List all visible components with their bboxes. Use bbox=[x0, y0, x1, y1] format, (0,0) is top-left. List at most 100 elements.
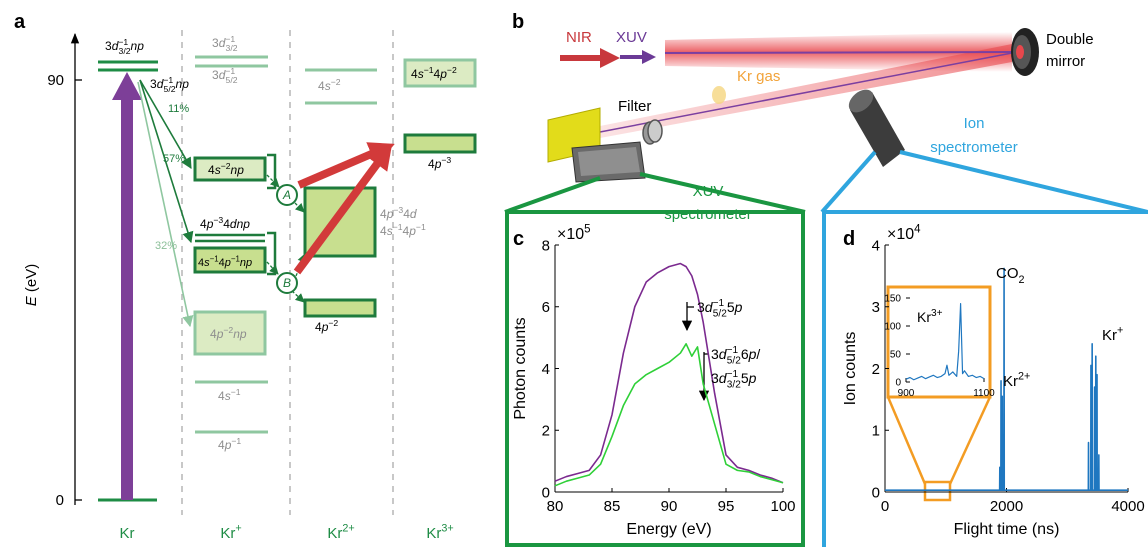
text-part: −2 bbox=[331, 77, 341, 87]
node-label: B bbox=[283, 276, 291, 290]
text-part: 4 bbox=[914, 223, 921, 235]
x-axis-label: Flight time (ns) bbox=[954, 521, 1060, 538]
text-part: −1 bbox=[416, 222, 426, 232]
text-part: 5 bbox=[741, 370, 749, 386]
mirror-spot bbox=[1016, 45, 1024, 59]
y-tick-label: 0 bbox=[872, 484, 880, 501]
decay-arrows bbox=[138, 80, 191, 326]
text-part: Kr bbox=[120, 525, 135, 542]
xuv-arrow bbox=[620, 50, 656, 64]
level-label: 4p−34dnp bbox=[200, 215, 250, 231]
excitation-arrow bbox=[112, 72, 142, 500]
kr2-levels bbox=[305, 70, 377, 316]
text-part: Kr bbox=[917, 309, 931, 325]
figure: aE (eV)090KrKr+Kr2+Kr3+3d−13/2np3d−15/2n… bbox=[0, 0, 1148, 547]
text-part: −2 bbox=[328, 318, 338, 328]
text-part: np bbox=[240, 257, 252, 269]
y-tick-label: 1 bbox=[872, 423, 880, 440]
text-part: p bbox=[748, 346, 757, 362]
text-part: 5 bbox=[584, 223, 590, 235]
x-tick-label: 4000 bbox=[1111, 498, 1144, 515]
y-tick-label: 50 bbox=[890, 350, 902, 361]
y-tick-label: 0 bbox=[895, 378, 901, 389]
axis-multiplier: ×105 bbox=[557, 223, 591, 243]
level-label: 4p−2 bbox=[315, 318, 338, 334]
text-part: np bbox=[233, 327, 247, 341]
text-part: np bbox=[131, 39, 145, 53]
x-tick-label: 95 bbox=[718, 498, 735, 515]
text-part: 2+ bbox=[342, 523, 354, 535]
y-tick-label: 0 bbox=[542, 484, 550, 501]
inset-frame bbox=[888, 287, 990, 397]
inset-connector bbox=[888, 397, 925, 484]
level-label: 4s−2 bbox=[318, 77, 341, 93]
connector bbox=[505, 178, 600, 212]
filter bbox=[643, 120, 662, 144]
text-part: Kr bbox=[1102, 327, 1117, 344]
text-part: CO bbox=[996, 265, 1019, 282]
text-part: (eV) bbox=[23, 264, 40, 297]
text-part: 5/2 bbox=[713, 308, 727, 319]
level-label: 3d−13/2np bbox=[105, 37, 144, 56]
xuv-detector-face bbox=[578, 147, 640, 176]
ion-spectrometer-label: spectrometer bbox=[930, 139, 1018, 156]
text-part: / bbox=[756, 346, 760, 362]
text-part: 2 bbox=[1019, 274, 1025, 286]
text-part: Kr bbox=[426, 525, 441, 542]
text-part: 3/2 bbox=[119, 46, 131, 56]
xuv-spectrometer-label: XUV bbox=[693, 183, 724, 200]
text-part: −1 bbox=[727, 369, 739, 380]
level-label: 4p−1 bbox=[218, 436, 241, 452]
annotation: 3d−15/26p/ bbox=[711, 345, 760, 366]
filter-label: Filter bbox=[618, 98, 651, 115]
y-axis-label: Photon counts bbox=[512, 317, 529, 419]
annotation: Kr+ bbox=[1102, 325, 1123, 344]
text-part: p bbox=[224, 257, 231, 269]
text-part: np bbox=[176, 77, 190, 91]
text-part: −2 bbox=[223, 325, 233, 335]
level-label: 4s−14p−1 bbox=[380, 222, 426, 238]
x-axis-label: Energy (eV) bbox=[626, 521, 711, 538]
gas-jet bbox=[712, 86, 726, 104]
xuv-label: XUV bbox=[616, 29, 647, 46]
annotation: Kr2+ bbox=[1003, 371, 1030, 390]
text-part: 3/2 bbox=[226, 43, 238, 53]
text-part: −1 bbox=[713, 298, 725, 309]
annotation: 3d−13/25p bbox=[711, 369, 757, 390]
level-label: 4s−1 bbox=[218, 387, 241, 403]
text-part: 6 bbox=[741, 346, 749, 362]
panel-label: b bbox=[512, 11, 524, 33]
text-part: + bbox=[1117, 325, 1123, 337]
text-part: d bbox=[410, 207, 417, 221]
panel-a bbox=[75, 30, 475, 515]
x-tick-label: 100 bbox=[770, 498, 795, 515]
text-part: Kr bbox=[327, 525, 342, 542]
axis-multiplier: ×104 bbox=[887, 223, 921, 243]
panel-label: c bbox=[513, 228, 524, 250]
connector bbox=[900, 152, 1148, 212]
axis-label: E (eV) bbox=[23, 264, 40, 307]
x-tick-label: 85 bbox=[604, 498, 621, 515]
y-tick-label: 6 bbox=[542, 299, 550, 316]
connector bbox=[822, 152, 875, 212]
annotation: CO2 bbox=[996, 265, 1025, 286]
y-tick-label: 3 bbox=[872, 299, 880, 316]
text-part: −3 bbox=[213, 215, 223, 225]
y-tick-label: 0 bbox=[56, 492, 64, 509]
text-part: −3 bbox=[393, 205, 403, 215]
panel-c-frame bbox=[507, 212, 803, 545]
column-label: Kr3+ bbox=[426, 523, 453, 542]
y-tick-label: 90 bbox=[47, 72, 64, 89]
text-part: −1 bbox=[727, 345, 739, 356]
text-part: dnp bbox=[230, 217, 250, 231]
zoom-box bbox=[925, 482, 950, 500]
y-tick-label: 4 bbox=[872, 237, 880, 254]
nir-label: NIR bbox=[566, 29, 592, 46]
xuv-spectrometer-label: spectrometer bbox=[664, 206, 752, 223]
xuv-beam bbox=[665, 52, 1012, 53]
y-tick-label: 2 bbox=[542, 423, 550, 440]
text-part: 5/2 bbox=[164, 84, 176, 94]
column-label: Kr+ bbox=[220, 523, 241, 542]
mirror-label: Double bbox=[1046, 31, 1094, 48]
